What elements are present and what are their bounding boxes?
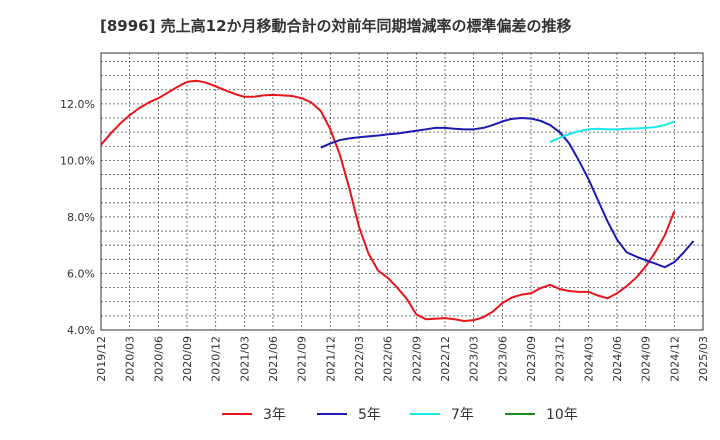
x-tick-labels: 2019/12 2020/03 2020/06 2020/09 2020/12 2021/… [95, 336, 710, 382]
series-line-1 [320, 117, 695, 269]
chart-title: [8996] 売上高12か月移動合計の対前年同期増減率の標準偏差の推移 [100, 17, 572, 35]
x-tick-label: 2020/09 [181, 336, 194, 382]
x-tick-label: 2022/03 [353, 336, 366, 382]
legend-label: 3年 [263, 407, 286, 423]
y-tick-label: 10.0% [60, 154, 95, 167]
axes [100, 52, 704, 331]
x-tick-label: 2023/09 [525, 336, 538, 382]
y-tick-label: 12.0% [60, 98, 95, 111]
x-tick-label: 2024/09 [640, 336, 653, 382]
legend-label: 5年 [358, 407, 381, 423]
x-tick-label: 2021/06 [267, 336, 280, 382]
y-tick-labels: 4.0% 6.0% 8.0% 10.0% 12.0% [60, 98, 95, 337]
legend-label: 10年 [546, 407, 578, 423]
x-tick-label: 2022/09 [410, 336, 423, 382]
y-tick-label: 8.0% [67, 211, 95, 224]
x-tick-label: 2020/06 [152, 336, 165, 382]
x-tick-label: 2024/06 [611, 336, 624, 382]
series-line-0 [100, 79, 676, 322]
x-tick-label: 2023/03 [468, 336, 481, 382]
series-lines [100, 79, 695, 322]
x-tick-label: 2021/03 [238, 336, 251, 382]
x-tick-label: 2025/03 [697, 336, 710, 382]
plot-frame [100, 52, 704, 331]
x-tick-label: 2023/06 [496, 336, 509, 382]
grid [100, 53, 704, 331]
x-tick-label: 2020/03 [124, 336, 137, 382]
x-tick-label: 2022/06 [382, 336, 395, 382]
y-tick-label: 4.0% [67, 324, 95, 337]
x-tick-label: 2024/12 [668, 336, 681, 382]
y-tick-label: 6.0% [67, 267, 95, 280]
x-tick-label: 2021/09 [296, 336, 309, 382]
legend-label: 7年 [451, 407, 474, 423]
x-tick-label: 2019/12 [95, 336, 108, 382]
x-tick-label: 2021/12 [324, 336, 337, 382]
x-tick-label: 2020/12 [210, 336, 223, 382]
series-line-2 [549, 120, 675, 143]
x-tick-label: 2022/12 [439, 336, 452, 382]
x-tick-label: 2023/12 [554, 336, 567, 382]
x-tick-label: 2024/03 [582, 336, 595, 382]
legend: 3年 5年 7年 10年 [222, 407, 578, 423]
